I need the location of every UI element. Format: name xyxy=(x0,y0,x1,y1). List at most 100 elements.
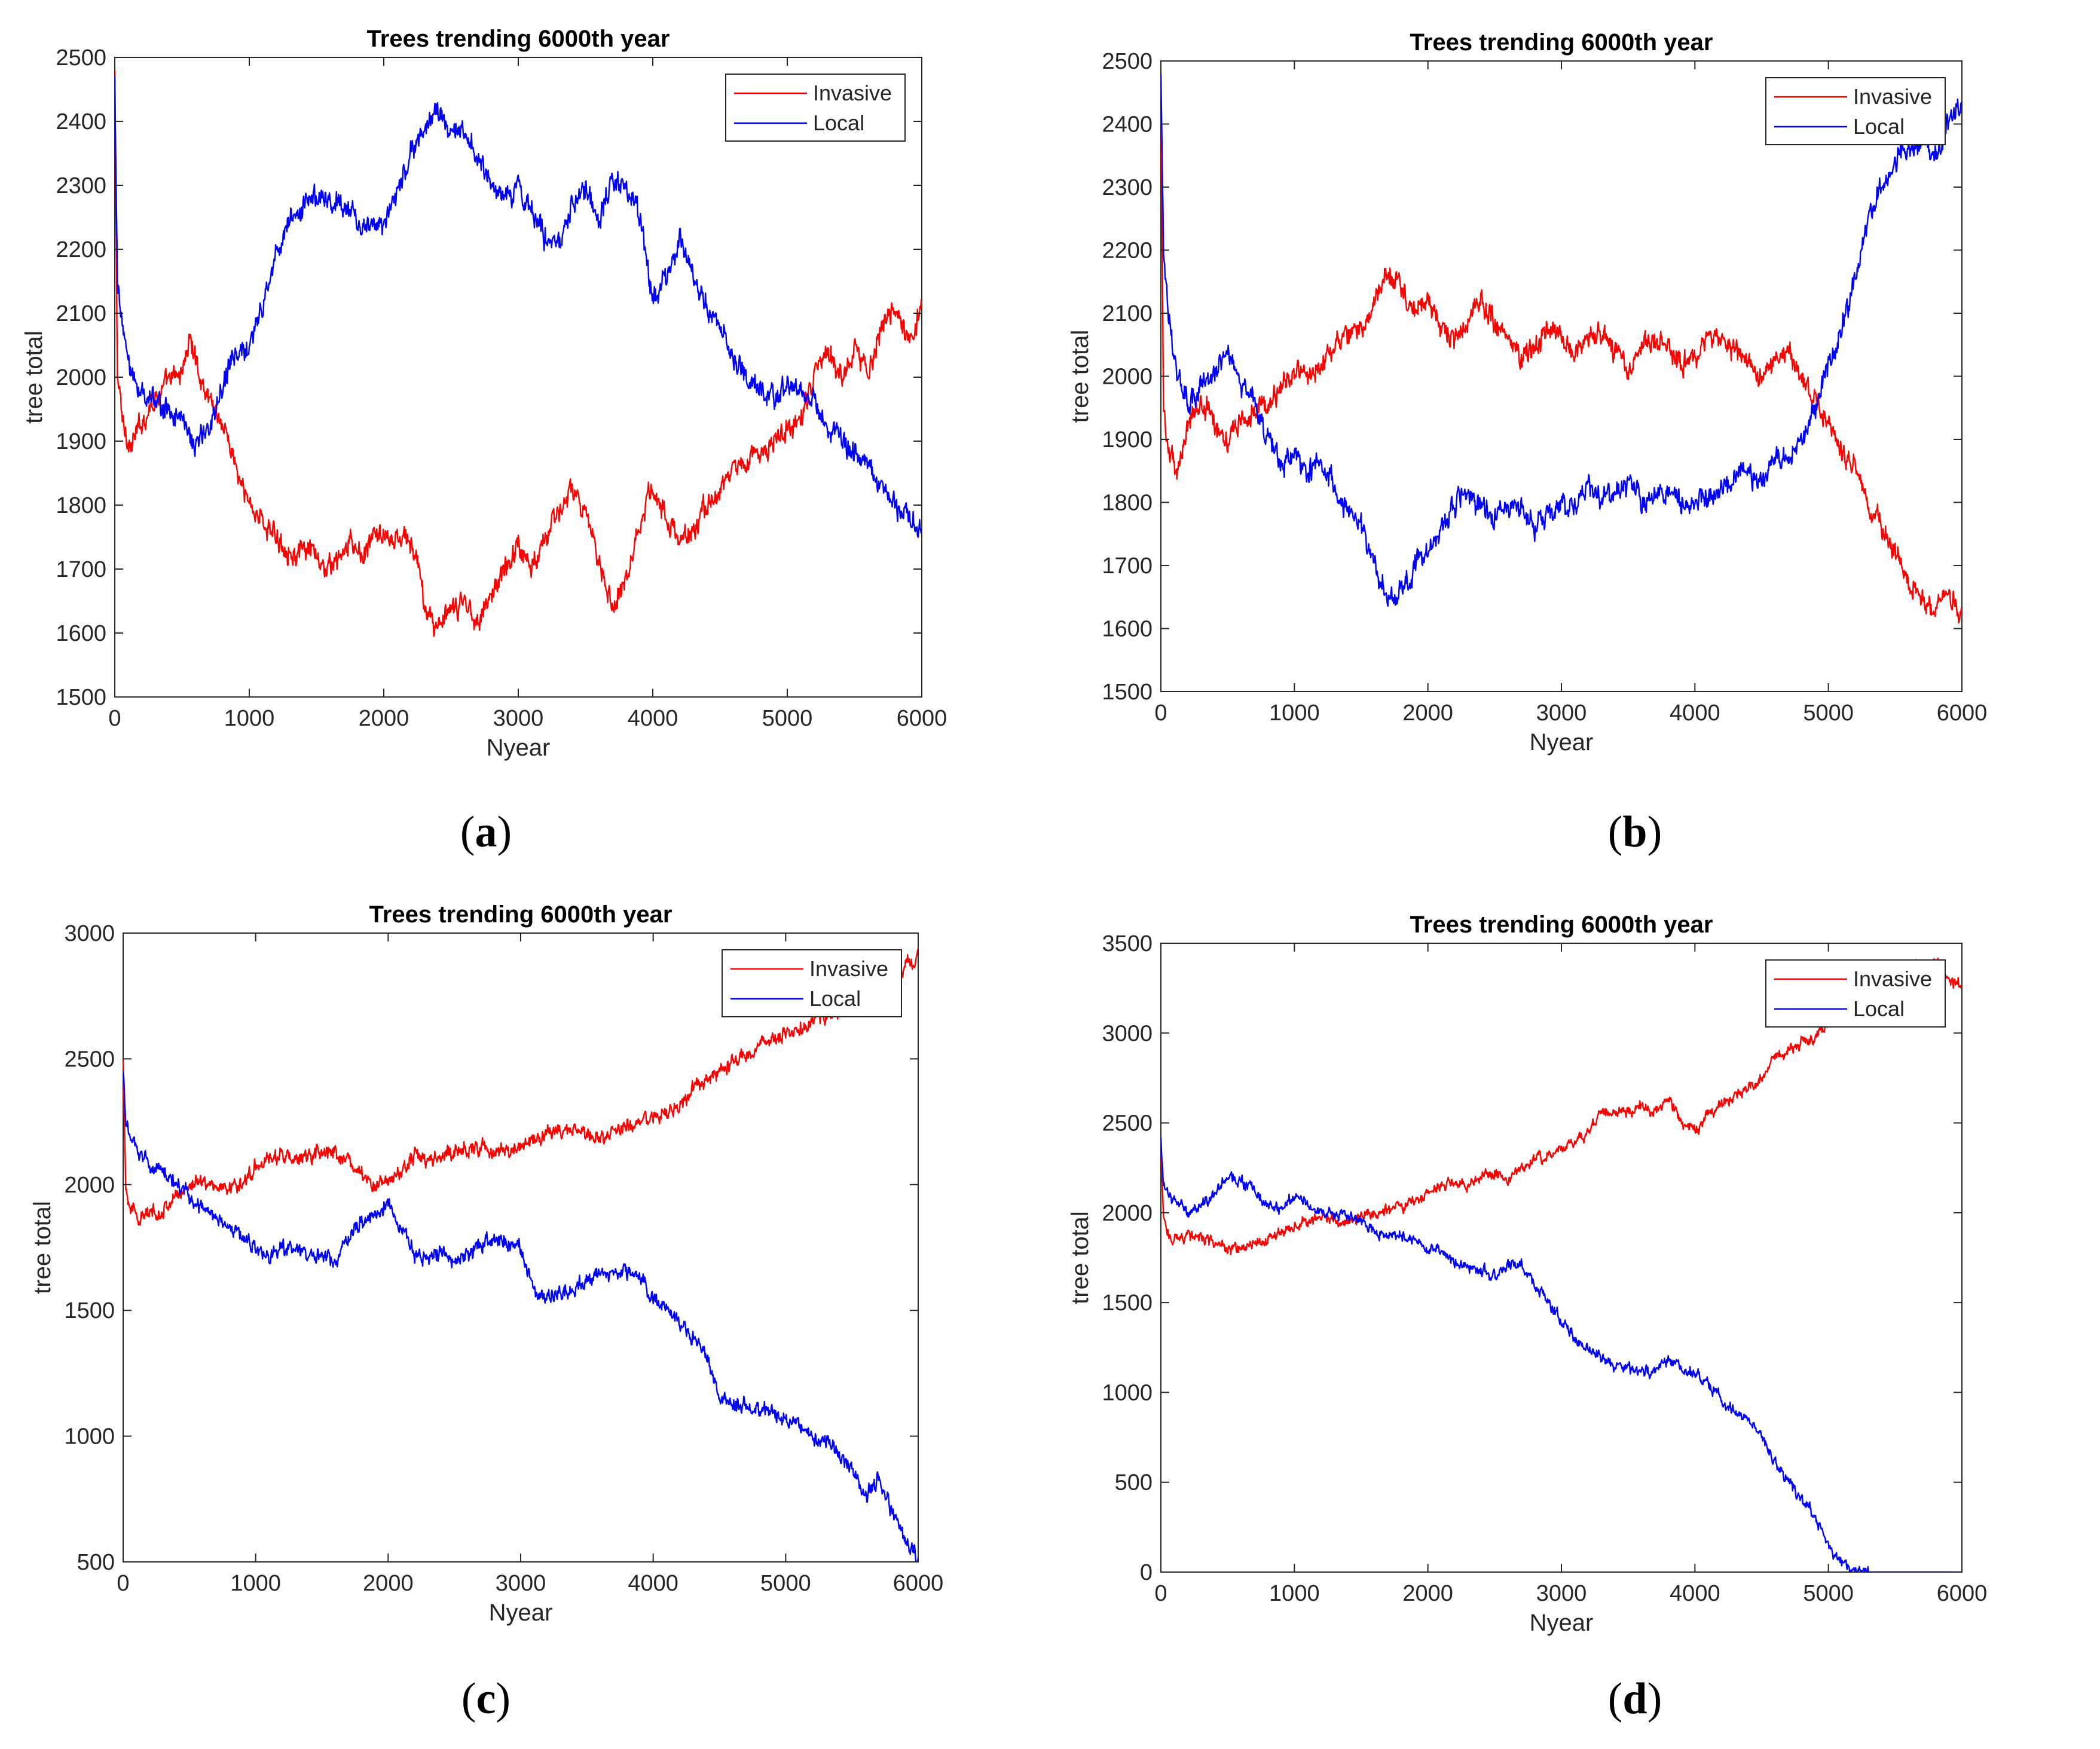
y-tick-label: 2400 xyxy=(56,109,106,134)
y-tick-label: 1800 xyxy=(1102,491,1153,516)
y-tick-label: 1900 xyxy=(56,429,106,454)
y-tick-label: 2100 xyxy=(56,301,106,326)
x-tick-label: 2000 xyxy=(359,706,409,731)
series-line-local xyxy=(1161,74,1962,607)
chart-panel-d: 0 1000 2000 3000 4000 5000 6000 0 500 1000 1500 200… xyxy=(1050,875,2100,1749)
x-tick-label: 0 xyxy=(1154,701,1167,726)
x-tick-label: 3000 xyxy=(1536,701,1587,726)
x-tick-label: 0 xyxy=(1154,1581,1167,1606)
y-tick-label: 2000 xyxy=(1102,365,1153,390)
x-tick-label: 4000 xyxy=(628,706,678,731)
legend-box xyxy=(722,949,902,1017)
x-tick-label: 4000 xyxy=(1670,701,1720,726)
x-tick-label: 4000 xyxy=(1670,1581,1720,1606)
y-axis-label: tree total xyxy=(1067,1211,1093,1304)
y-tick-label: 2400 xyxy=(1102,112,1153,137)
y-tick-label: 2500 xyxy=(1102,49,1153,74)
x-tick-label: 2000 xyxy=(1402,701,1453,726)
x-tick-label: 6000 xyxy=(1937,701,1988,726)
y-tick-label: 2200 xyxy=(1102,239,1153,264)
y-tick-label: 1000 xyxy=(64,1424,115,1450)
series-line-local xyxy=(1161,1137,1962,1572)
legend-label-local: Local xyxy=(813,111,864,135)
x-tick-label: 3000 xyxy=(1536,1581,1587,1606)
x-tick-label: 3000 xyxy=(493,706,544,731)
legend-label-local: Local xyxy=(1853,114,1905,139)
y-tick-label: 0 xyxy=(1140,1560,1153,1585)
chart-c: 0 1000 2000 3000 4000 5000 6000 500 1000 1500 2000… xyxy=(29,901,944,1626)
x-tick-label: 1000 xyxy=(224,706,275,731)
y-tick-label: 2500 xyxy=(56,45,106,71)
x-tick-label: 6000 xyxy=(1937,1581,1988,1606)
y-tick-label: 1500 xyxy=(64,1298,115,1323)
series-group xyxy=(115,70,922,637)
legend-label-invasive: Invasive xyxy=(813,81,892,105)
chart-panel-a: 0 1000 2000 3000 4000 5000 6000 1500 1600 1700 180… xyxy=(0,0,1050,875)
legend: Invasive Local xyxy=(725,74,906,142)
y-axis-label: tree total xyxy=(29,1201,56,1294)
series-line-invasive xyxy=(123,949,918,1226)
y-axis-label: tree total xyxy=(1067,330,1093,423)
y-axis-label: tree total xyxy=(21,331,47,424)
y-tick-label: 1600 xyxy=(1102,617,1153,642)
x-axis-label: Nyear xyxy=(487,735,551,761)
legend-box xyxy=(1765,959,1946,1028)
chart-title: Trees trending 6000th year xyxy=(1410,29,1713,56)
caption-c: (c) xyxy=(461,1674,511,1723)
chart-panel-b: 0 1000 2000 3000 4000 5000 6000 1500 1600 1700 180… xyxy=(1050,0,2100,875)
chart-d: 0 1000 2000 3000 4000 5000 6000 0 500 1000 1500 200… xyxy=(1067,912,1988,1636)
legend-box xyxy=(725,74,906,142)
legend-label-invasive: Invasive xyxy=(1853,84,1932,109)
legend: Invasive Local xyxy=(1765,77,1946,145)
legend-label-invasive: Invasive xyxy=(809,956,888,981)
legend: Invasive Local xyxy=(722,949,902,1017)
y-tick-label: 1700 xyxy=(1102,554,1153,579)
y-tick-label: 2000 xyxy=(64,1173,115,1198)
x-axis-label: Nyear xyxy=(489,1600,553,1626)
y-tick-label: 2000 xyxy=(1102,1201,1153,1226)
x-tick-label: 5000 xyxy=(760,1571,811,1596)
y-tick-label: 1600 xyxy=(56,621,106,646)
chart-title: Trees trending 6000th year xyxy=(367,26,670,52)
y-tick-label: 2300 xyxy=(56,173,106,198)
legend-label-local: Local xyxy=(809,986,861,1011)
y-tick-label: 3000 xyxy=(1102,1021,1153,1046)
y-tick-label: 2300 xyxy=(1102,175,1153,200)
series-group xyxy=(123,949,918,1562)
y-tick-label: 1500 xyxy=(1102,680,1153,705)
y-tick-label: 2500 xyxy=(64,1047,115,1072)
x-axis-label: Nyear xyxy=(1530,729,1594,756)
chart-a: 0 1000 2000 3000 4000 5000 6000 1500 1600 1700 180… xyxy=(21,26,947,761)
chart-title: Trees trending 6000th year xyxy=(1410,912,1713,938)
x-tick-label: 3000 xyxy=(496,1571,546,1596)
x-tick-label: 6000 xyxy=(897,706,947,731)
caption-a: (a) xyxy=(460,808,512,857)
caption-d: (d) xyxy=(1607,1674,1662,1723)
x-tick-label: 5000 xyxy=(1803,701,1854,726)
x-tick-label: 2000 xyxy=(363,1571,414,1596)
plot-area xyxy=(1160,60,1963,692)
y-tick-label: 2100 xyxy=(1102,301,1153,326)
x-tick-label: 2000 xyxy=(1402,1581,1453,1606)
x-tick-label: 0 xyxy=(117,1571,129,1596)
x-tick-label: 4000 xyxy=(628,1571,678,1596)
x-tick-label: 5000 xyxy=(762,706,813,731)
plot-area xyxy=(1160,943,1963,1573)
x-tick-label: 6000 xyxy=(893,1571,944,1596)
x-tick-label: 0 xyxy=(108,706,121,731)
chart-b: 0 1000 2000 3000 4000 5000 6000 1500 1600 1700 180… xyxy=(1067,29,1988,756)
series-line-local xyxy=(123,1071,918,1562)
y-tick-label: 1900 xyxy=(1102,427,1153,452)
caption-b: (b) xyxy=(1607,808,1662,857)
legend: Invasive Local xyxy=(1765,959,1946,1028)
y-tick-label: 500 xyxy=(77,1550,115,1575)
y-tick-label: 1700 xyxy=(56,557,106,582)
series-line-local xyxy=(115,77,922,538)
y-tick-label: 1000 xyxy=(1102,1380,1153,1405)
y-tick-label: 2000 xyxy=(56,365,106,390)
x-tick-label: 1000 xyxy=(1269,701,1320,726)
x-tick-label: 1000 xyxy=(1269,1581,1320,1606)
y-tick-label: 500 xyxy=(1115,1470,1153,1496)
legend-box xyxy=(1765,77,1946,145)
plot-area xyxy=(114,57,922,698)
